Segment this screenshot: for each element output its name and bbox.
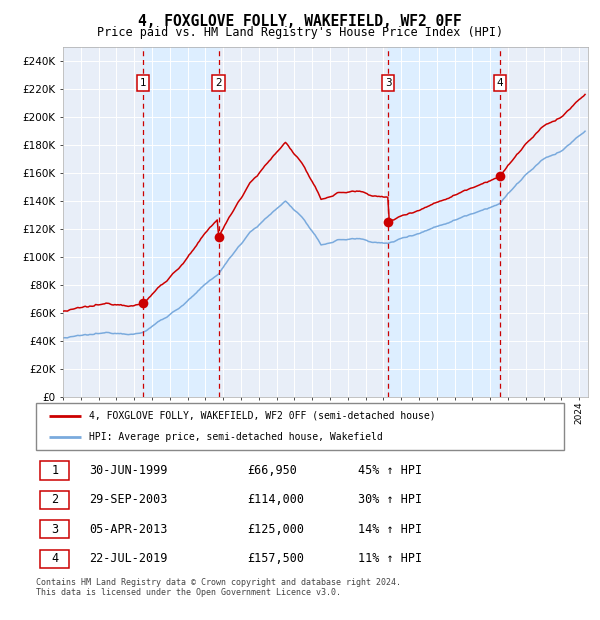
Text: £157,500: £157,500 bbox=[247, 552, 304, 565]
Text: 3: 3 bbox=[385, 78, 391, 88]
Text: 30-JUN-1999: 30-JUN-1999 bbox=[89, 464, 167, 477]
Text: 4: 4 bbox=[497, 78, 503, 88]
Text: 11% ↑ HPI: 11% ↑ HPI bbox=[358, 552, 422, 565]
FancyBboxPatch shape bbox=[40, 520, 69, 538]
Text: 2: 2 bbox=[215, 78, 222, 88]
Text: HPI: Average price, semi-detached house, Wakefield: HPI: Average price, semi-detached house,… bbox=[89, 432, 383, 442]
Text: 14% ↑ HPI: 14% ↑ HPI bbox=[358, 523, 422, 536]
Text: 4, FOXGLOVE FOLLY, WAKEFIELD, WF2 0FF: 4, FOXGLOVE FOLLY, WAKEFIELD, WF2 0FF bbox=[138, 14, 462, 29]
FancyBboxPatch shape bbox=[40, 550, 69, 568]
Text: Price paid vs. HM Land Registry's House Price Index (HPI): Price paid vs. HM Land Registry's House … bbox=[97, 26, 503, 39]
Text: 2: 2 bbox=[51, 494, 58, 507]
Text: 45% ↑ HPI: 45% ↑ HPI bbox=[358, 464, 422, 477]
Text: 1: 1 bbox=[51, 464, 58, 477]
Text: 1: 1 bbox=[140, 78, 146, 88]
Text: £114,000: £114,000 bbox=[247, 494, 304, 507]
Text: 22-JUL-2019: 22-JUL-2019 bbox=[89, 552, 167, 565]
Text: 30% ↑ HPI: 30% ↑ HPI bbox=[358, 494, 422, 507]
Text: 3: 3 bbox=[51, 523, 58, 536]
Bar bbox=[143, 46, 218, 397]
Text: £125,000: £125,000 bbox=[247, 523, 304, 536]
Text: 4: 4 bbox=[51, 552, 58, 565]
Text: 29-SEP-2003: 29-SEP-2003 bbox=[89, 494, 167, 507]
Text: 05-APR-2013: 05-APR-2013 bbox=[89, 523, 167, 536]
Text: Contains HM Land Registry data © Crown copyright and database right 2024.
This d: Contains HM Land Registry data © Crown c… bbox=[36, 578, 401, 597]
Bar bbox=[388, 46, 500, 397]
FancyBboxPatch shape bbox=[40, 461, 69, 479]
FancyBboxPatch shape bbox=[40, 491, 69, 509]
Text: £66,950: £66,950 bbox=[247, 464, 297, 477]
Text: 4, FOXGLOVE FOLLY, WAKEFIELD, WF2 0FF (semi-detached house): 4, FOXGLOVE FOLLY, WAKEFIELD, WF2 0FF (s… bbox=[89, 410, 436, 420]
